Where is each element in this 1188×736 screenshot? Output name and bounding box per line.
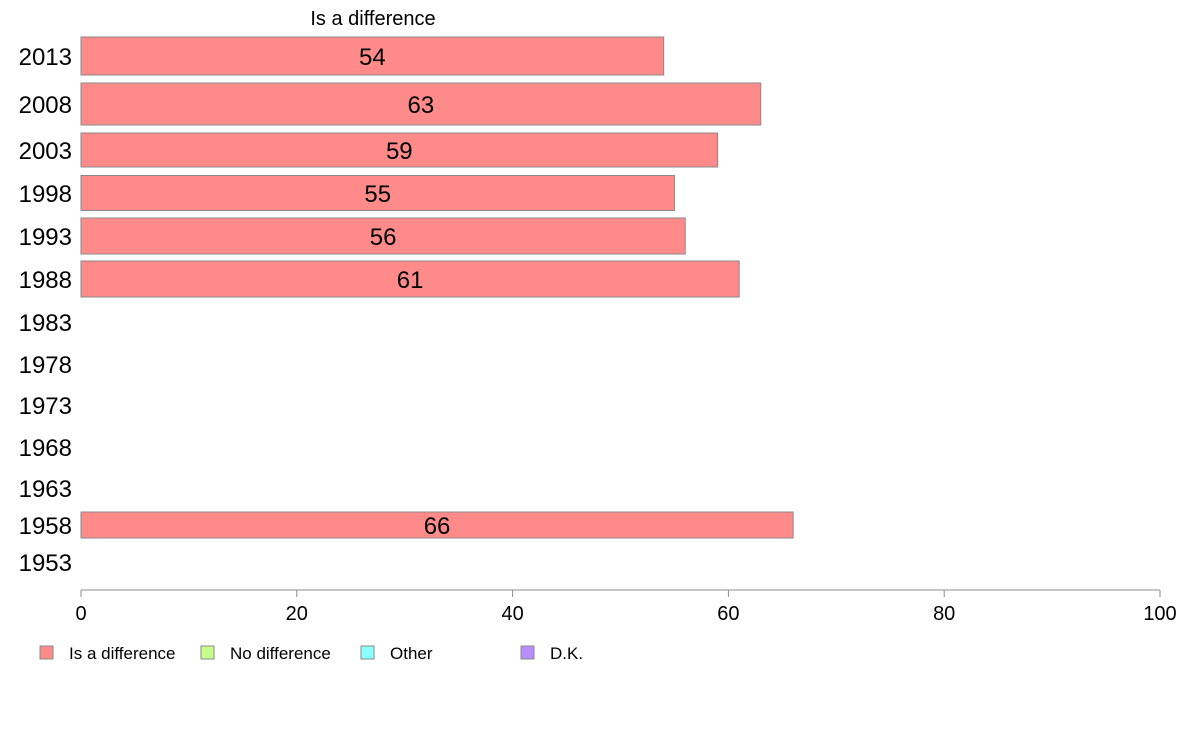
x-axis: 0 20 40 60 80 100: [75, 589, 1177, 625]
year-label-1983: 1983: [19, 310, 72, 337]
bar-label-1958: 66: [424, 513, 451, 540]
bar-1988: [80, 260, 740, 298]
x-tick-label: 60: [717, 603, 739, 625]
x-tick-label: 100: [1143, 603, 1176, 625]
legend-swatch: [200, 645, 215, 660]
x-tick-label: 0: [75, 603, 86, 625]
year-label-1968: 1968: [19, 435, 72, 462]
bar-label-1988: 61: [397, 267, 424, 294]
bar-2003: [80, 132, 719, 168]
year-label-1993: 1993: [19, 224, 72, 251]
year-label-2008: 2008: [19, 92, 72, 119]
bar-2013: [80, 36, 665, 76]
legend-label: Is a difference: [69, 644, 175, 663]
x-tick-label: 80: [933, 603, 955, 625]
bar-label-1993: 56: [370, 224, 397, 251]
x-tick-label: 20: [286, 603, 308, 625]
legend-swatch: [39, 645, 54, 660]
legend-swatch: [360, 645, 375, 660]
year-labels: 2013 2008 2003 1998 1993 1988 1983 1978 1973 1968…: [19, 44, 72, 577]
legend-label: Other: [390, 644, 433, 663]
year-label-1988: 1988: [19, 267, 72, 294]
bar-1958: [80, 511, 794, 539]
bar-label-2003: 59: [386, 138, 413, 165]
legend-label: D.K.: [550, 644, 583, 663]
year-label-2013: 2013: [19, 44, 72, 71]
year-label-1973: 1973: [19, 393, 72, 420]
year-label-2003: 2003: [19, 138, 72, 165]
bar-label-1998: 55: [364, 181, 391, 208]
bar-label-2013: 54: [359, 44, 386, 71]
legend: Is a difference No difference Other D.K.: [39, 644, 583, 663]
legend-label: No difference: [230, 644, 331, 663]
year-label-1963: 1963: [19, 476, 72, 503]
year-label-1998: 1998: [19, 181, 72, 208]
year-label-1958: 1958: [19, 513, 72, 540]
legend-swatch: [520, 645, 535, 660]
bar-2008: [80, 82, 762, 126]
bar-1993: [80, 217, 686, 255]
year-label-1953: 1953: [19, 550, 72, 577]
bars: [80, 36, 794, 539]
bar-label-2008: 63: [408, 92, 435, 119]
chart-title: Is a difference: [310, 8, 435, 30]
x-tick-label: 40: [501, 603, 523, 625]
year-label-1978: 1978: [19, 352, 72, 379]
bar-1998: [80, 175, 675, 211]
